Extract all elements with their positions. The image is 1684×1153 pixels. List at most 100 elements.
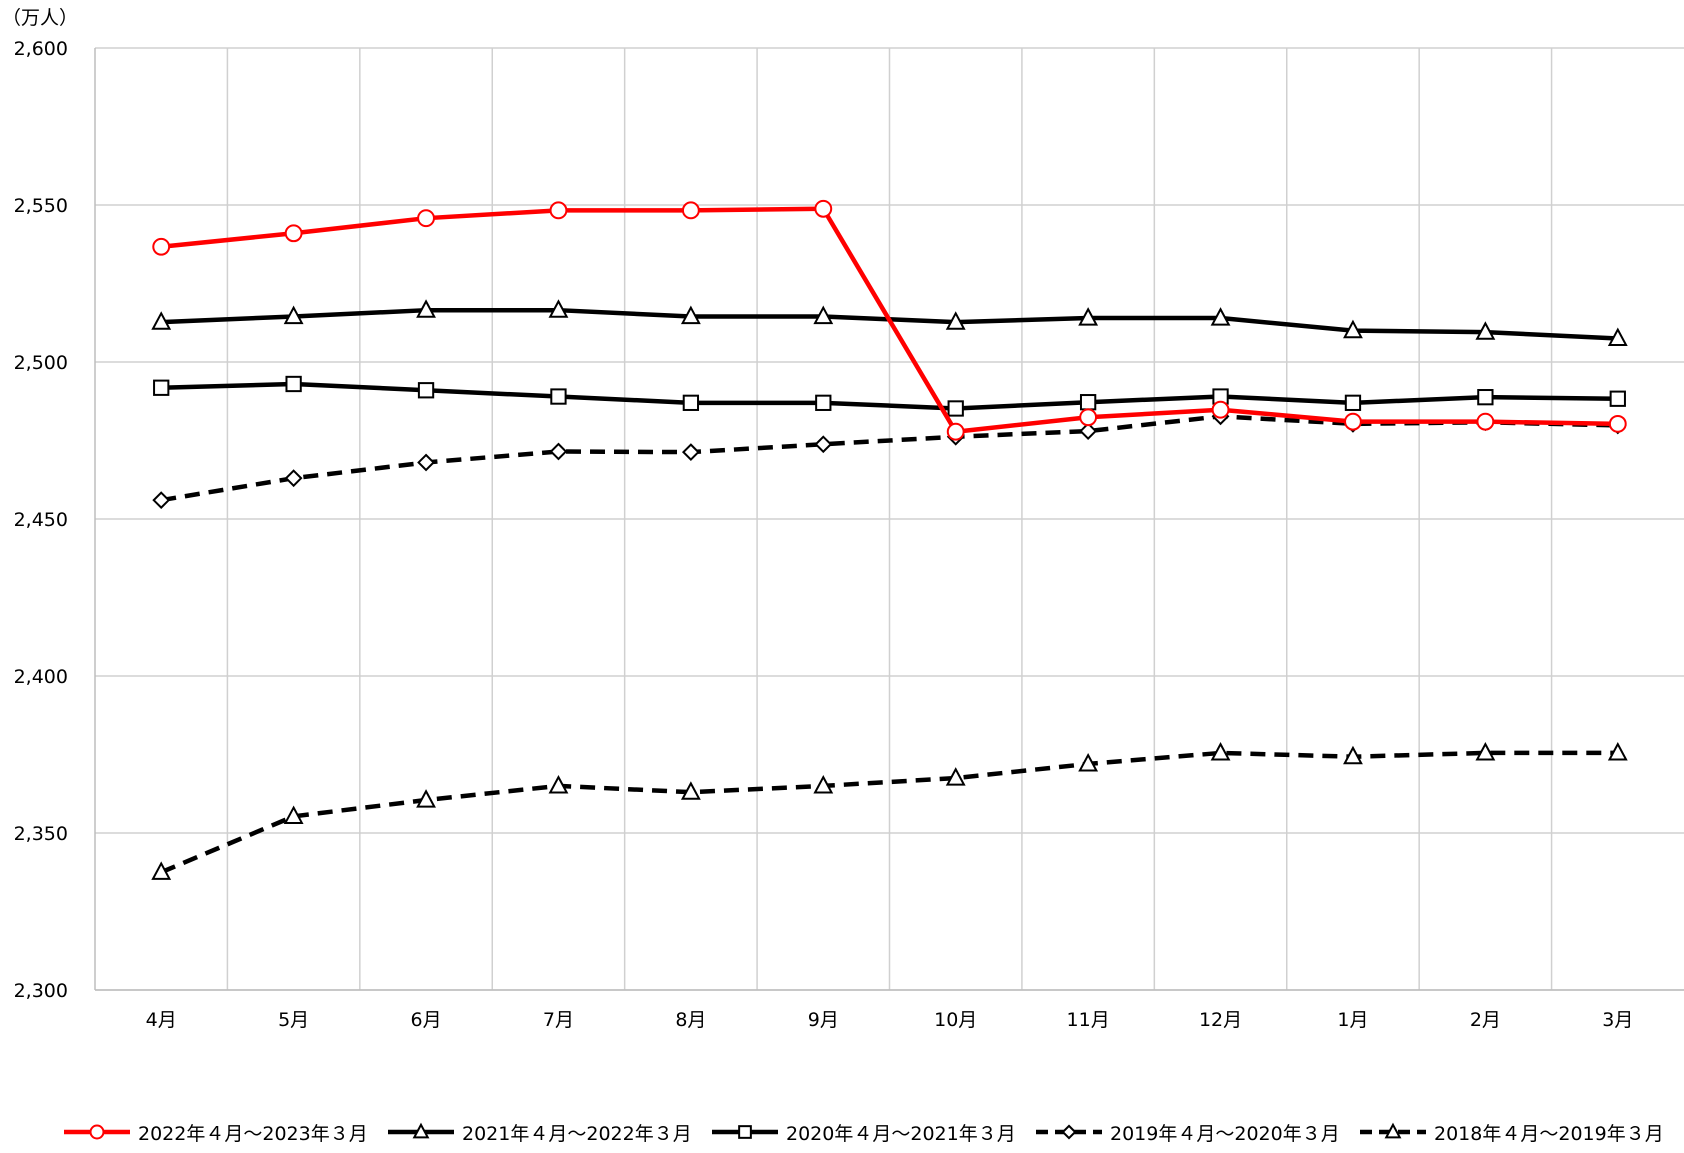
y-tick-label: 2,450 xyxy=(14,509,68,531)
square-marker xyxy=(1609,390,1626,407)
diamond-marker xyxy=(284,469,303,488)
triangle-marker xyxy=(813,774,834,794)
legend-item: 2019年４月～2020年３月 xyxy=(1034,1118,1340,1146)
legend-swatch xyxy=(388,1122,454,1139)
legend-item: 2021年４月～2022年３月 xyxy=(386,1118,692,1146)
circle-marker xyxy=(1476,412,1495,431)
triangle-marker xyxy=(151,311,172,330)
triangle-marker xyxy=(1343,745,1363,765)
square-marker xyxy=(815,394,832,411)
diamond-marker xyxy=(549,442,568,461)
series-3 xyxy=(153,375,1626,417)
triangle-marker xyxy=(1607,327,1628,347)
x-tick-label: 11月 xyxy=(1067,1009,1110,1031)
triangle-marker xyxy=(283,305,304,325)
grid-lines xyxy=(95,47,1684,991)
triangle-marker xyxy=(813,305,834,325)
diamond-marker xyxy=(1061,1124,1077,1140)
legend-label: 2021年４月～2022年３月 xyxy=(462,1122,692,1145)
legend-item: 2022年４月～2023年３月 xyxy=(62,1118,368,1146)
triangle-marker xyxy=(151,861,172,880)
diamond-marker xyxy=(152,491,171,510)
series-group xyxy=(151,199,1628,880)
series-line xyxy=(158,381,1621,411)
triangle-marker xyxy=(945,311,966,330)
circle-marker xyxy=(681,201,700,220)
diamond-marker xyxy=(1079,422,1098,440)
circle-marker xyxy=(946,422,965,441)
y-axis: 2,300 2,350 2,400 2,450 2,500 2,550 2,600 xyxy=(14,38,96,1002)
series-line xyxy=(160,414,1618,503)
triangle-marker xyxy=(1384,1122,1402,1139)
x-tick-label: 4月 xyxy=(146,1009,177,1031)
x-axis: 4月 5月 6月 7月 8月 9月 10月 11月 12月 1月 2月 3月 xyxy=(95,989,1684,1031)
triangle-marker xyxy=(412,1122,430,1139)
line-chart: （万人） 2,300 2,350 2,400 2,450 2,500 2,550 2,600… xyxy=(2,7,1684,1031)
square-marker xyxy=(682,394,700,411)
circle-marker xyxy=(89,1124,105,1140)
square-marker xyxy=(153,379,170,396)
triangle-marker xyxy=(1210,742,1231,761)
diamond-marker xyxy=(681,443,700,462)
legend-item: 2018年４月～2019年３月 xyxy=(1358,1118,1664,1146)
circle-marker xyxy=(549,201,568,220)
square-marker xyxy=(285,375,302,393)
y-tick-label: 2,550 xyxy=(14,195,68,217)
triangle-marker xyxy=(283,805,304,824)
x-tick-label: 5月 xyxy=(278,1009,309,1031)
x-tick-label: 1月 xyxy=(1337,1009,1368,1031)
triangle-marker xyxy=(548,774,569,794)
series-line xyxy=(158,206,1621,434)
legend-item: 2020年４月～2021年３月 xyxy=(710,1118,1016,1146)
circle-marker xyxy=(284,224,303,243)
triangle-marker xyxy=(416,789,436,808)
circle-marker xyxy=(1608,414,1627,433)
circle-marker xyxy=(1211,400,1230,419)
triangle-marker xyxy=(1475,321,1496,340)
triangle-marker xyxy=(416,299,436,318)
legend-label: 2020年４月～2021年３月 xyxy=(786,1122,1016,1145)
triangle-marker xyxy=(1210,307,1231,326)
y-tick-label: 2,500 xyxy=(14,352,68,374)
circle-marker xyxy=(152,237,171,256)
square-marker xyxy=(738,1125,752,1139)
x-tick-label: 7月 xyxy=(543,1009,574,1031)
y-tick-label: 2,350 xyxy=(14,823,68,845)
legend-swatch xyxy=(1036,1124,1102,1140)
triangle-marker xyxy=(945,767,966,786)
legend-label: 2019年４月～2020年３月 xyxy=(1110,1122,1340,1145)
square-marker xyxy=(1079,394,1097,411)
triangle-marker xyxy=(680,305,701,325)
x-tick-label: 2月 xyxy=(1470,1009,1501,1031)
y-tick-label: 2,600 xyxy=(14,38,68,60)
square-marker xyxy=(947,400,964,417)
series-line xyxy=(160,750,1618,875)
triangle-marker xyxy=(1078,307,1099,326)
y-tick-label: 2,400 xyxy=(14,666,68,688)
x-tick-label: 10月 xyxy=(934,1009,977,1031)
legend-label: 2018年４月～2019年３月 xyxy=(1434,1122,1664,1145)
x-tick-label: 9月 xyxy=(808,1009,839,1031)
square-marker xyxy=(550,388,567,405)
x-tick-label: 8月 xyxy=(675,1009,706,1031)
square-marker xyxy=(417,382,435,399)
triangle-marker xyxy=(1475,742,1496,761)
legend-label: 2022年４月～2023年３月 xyxy=(138,1122,368,1145)
triangle-marker xyxy=(1607,742,1628,761)
x-tick-label: 6月 xyxy=(410,1009,441,1031)
circle-marker xyxy=(417,209,435,228)
y-tick-label: 2,300 xyxy=(14,980,68,1002)
legend: 2022年４月～2023年３月 2021年４月～2022年３月 2020年４月～20… xyxy=(0,1118,1684,1148)
square-marker xyxy=(1477,389,1494,406)
diamond-marker xyxy=(417,453,435,472)
legend-swatch xyxy=(1360,1122,1426,1139)
diamond-marker xyxy=(814,435,833,454)
circle-marker xyxy=(1344,412,1362,431)
legend-swatch xyxy=(712,1125,778,1139)
series-1 xyxy=(152,199,1627,441)
legend-swatch xyxy=(64,1124,130,1140)
y-unit-label: （万人） xyxy=(2,7,78,29)
series-5 xyxy=(151,742,1628,880)
x-tick-label: 3月 xyxy=(1602,1009,1633,1031)
triangle-marker xyxy=(680,781,701,800)
